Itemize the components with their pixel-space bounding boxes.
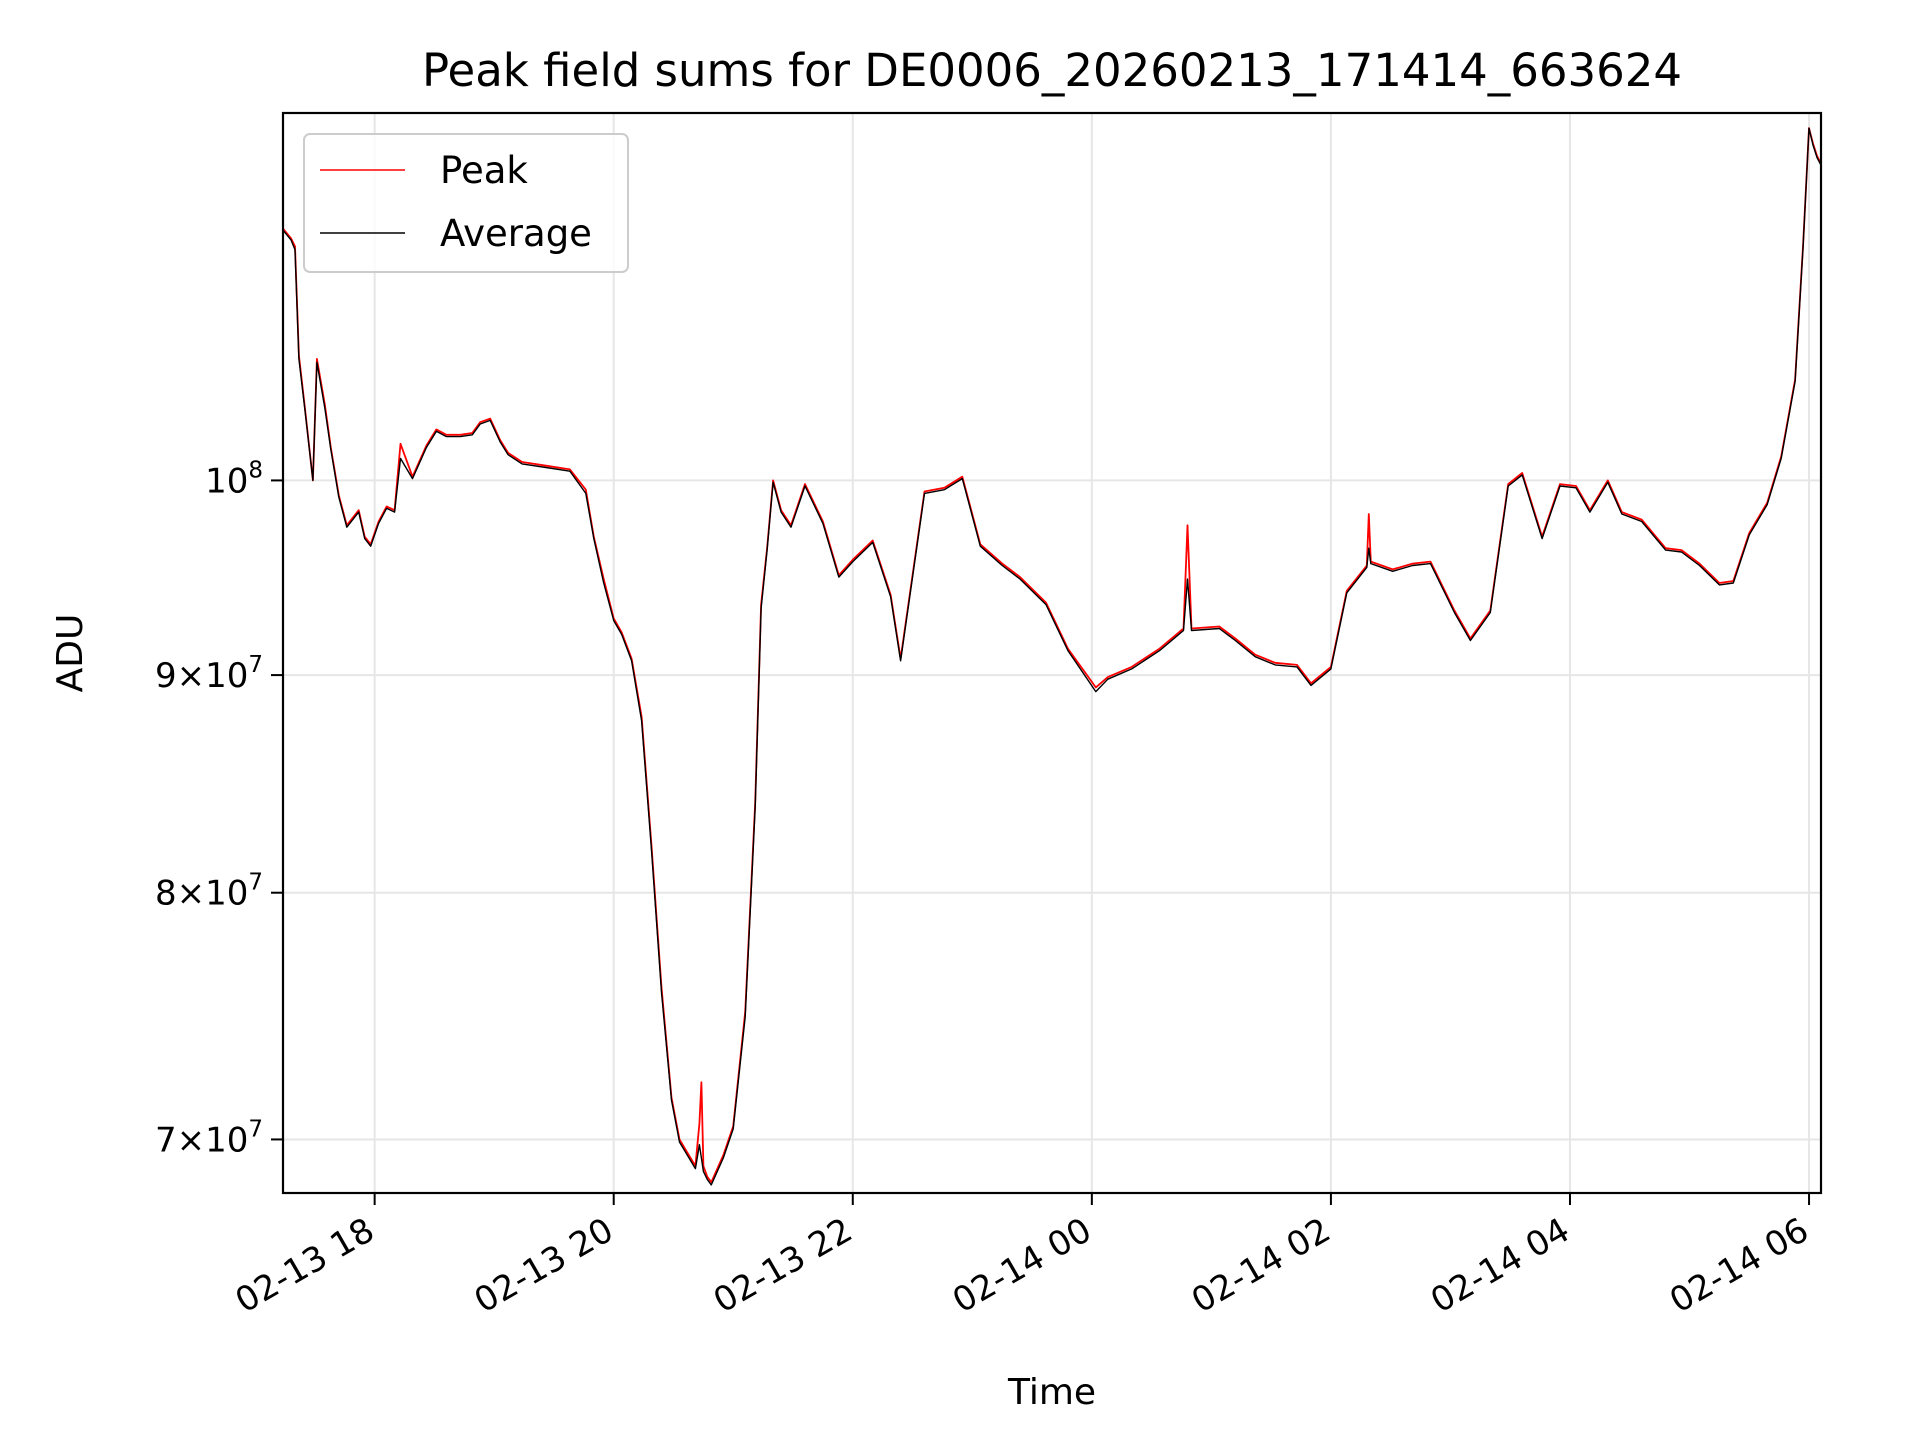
y-axis: 7×107 8×107 9×107 108	[155, 457, 283, 1160]
grid-layer	[283, 113, 1821, 1193]
legend: Peak Average	[303, 133, 629, 273]
y-axis-title: ADU	[50, 614, 91, 693]
plot-frame	[281, 111, 1823, 1195]
chart-title: Peak field sums for DE0006_20260213_1714…	[422, 44, 1682, 97]
legend-label-peak: Peak	[440, 149, 528, 192]
series-line-average	[282, 127, 1822, 1186]
legend-label-average: Average	[440, 212, 592, 255]
y-tick-label: 7×107	[155, 1116, 263, 1160]
series-layer	[282, 127, 1822, 1186]
y-tick-label: 9×107	[155, 652, 263, 696]
legend-box	[303, 133, 629, 273]
y-tick-label: 108	[205, 457, 263, 501]
y-tick-label: 8×107	[155, 870, 263, 914]
x-axis-title: Time	[1007, 1372, 1096, 1413]
